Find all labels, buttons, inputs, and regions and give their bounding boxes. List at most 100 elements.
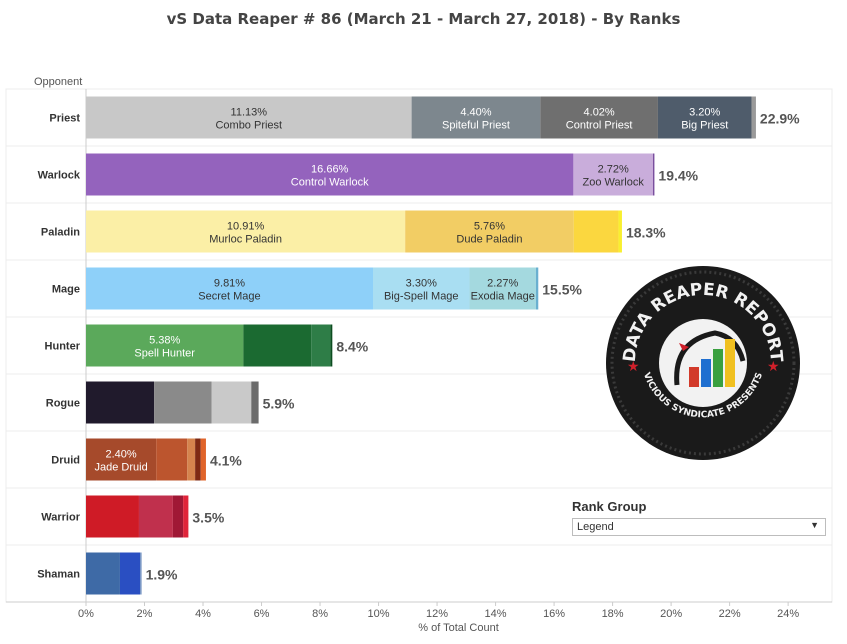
logo-star-right-icon: ★: [767, 358, 780, 374]
segment-value-label: 4.02%: [584, 107, 615, 119]
row-header: Opponent: [34, 76, 83, 88]
segment-archetype-label: Secret Mage: [198, 291, 260, 303]
bar-segment: [86, 438, 157, 481]
segment-value-label: 10.91%: [227, 221, 265, 233]
segment-archetype-label: Control Warlock: [291, 177, 369, 189]
bar-segment: [573, 153, 653, 196]
segment-archetype-label: Exodia Mage: [471, 291, 535, 303]
row-band: [5, 544, 833, 603]
x-tick-label: 4%: [195, 608, 211, 620]
category-label: Druid: [51, 455, 80, 467]
bar-segment: [86, 210, 406, 253]
segment-archetype-label: Combo Priest: [215, 120, 282, 132]
segment-archetype-label: Spiteful Priest: [442, 120, 510, 132]
segment-archetype-label: Big Priest: [681, 120, 728, 132]
bar-total-label: 1.9%: [146, 567, 178, 583]
bar-segment: [187, 438, 196, 481]
bar-segment: [86, 495, 139, 538]
segment-value-label: 3.30%: [406, 278, 437, 290]
category-label: Warrior: [41, 512, 80, 524]
segment-value-label: 4.40%: [460, 107, 491, 119]
bar-total-label: 19.4%: [658, 168, 698, 184]
category-label: Paladin: [41, 227, 80, 239]
x-tick-label: 6%: [254, 608, 270, 620]
bar-total-label: 3.5%: [192, 510, 224, 526]
bar-segment: [86, 324, 244, 367]
category-label: Rogue: [46, 398, 80, 410]
segment-value-label: 16.66%: [311, 164, 349, 176]
category-label: Hunter: [45, 341, 81, 353]
segment-archetype-label: Murloc Paladin: [209, 234, 282, 246]
bar-total-label: 4.1%: [210, 453, 242, 469]
bar-segment: [652, 153, 655, 196]
bar-segment: [211, 381, 252, 424]
bar-segment: [469, 267, 536, 310]
segment-value-label: 2.27%: [487, 278, 518, 290]
logo-bar-yellow: [725, 339, 735, 387]
bar-segment: [251, 381, 259, 424]
x-tick-label: 12%: [426, 608, 448, 620]
segment-value-label: 11.13%: [231, 107, 268, 119]
x-tick-label: 2%: [137, 608, 153, 620]
bar-segment: [86, 96, 412, 139]
bar-segment: [405, 210, 574, 253]
x-tick-label: 10%: [368, 608, 390, 620]
segment-value-label: 2.72%: [598, 164, 629, 176]
x-tick-label: 14%: [485, 608, 507, 620]
bar-segment: [86, 153, 574, 196]
segment-archetype-label: Jade Druid: [95, 462, 148, 474]
x-tick-label: 18%: [602, 608, 624, 620]
bar-segment: [138, 495, 173, 538]
logo-star-left-icon: ★: [627, 358, 640, 374]
bar-total-label: 18.3%: [626, 225, 666, 241]
segment-value-label: 2.40%: [106, 449, 137, 461]
data-reaper-report-logo: DATA REAPER REPORT VICIOUS SYNDICATE PRE…: [606, 266, 800, 460]
segment-archetype-label: Dude Paladin: [456, 234, 522, 246]
logo-bar-green: [713, 349, 723, 387]
chart-title: vS Data Reaper # 86 (March 21 - March 27…: [166, 10, 681, 28]
logo-scythe: [674, 330, 746, 386]
x-tick-label: 16%: [543, 608, 565, 620]
bar-segment: [573, 210, 619, 253]
logo-bar-red: [689, 367, 699, 387]
category-label: Shaman: [37, 569, 80, 581]
bar-segment: [86, 267, 373, 310]
bar-segment: [86, 381, 155, 424]
bar-segment: [540, 96, 658, 139]
segment-value-label: 5.76%: [474, 221, 505, 233]
bar-total-label: 5.9%: [263, 396, 295, 412]
segment-value-label: 3.20%: [689, 107, 720, 119]
x-axis-title: % of Total Count: [418, 622, 499, 634]
segment-value-label: 5.38%: [149, 335, 180, 347]
chevron-down-icon: ▼: [810, 520, 819, 530]
bar-segment: [751, 96, 756, 139]
segment-archetype-label: Spell Hunter: [134, 348, 195, 360]
bar-segment: [657, 96, 752, 139]
bar-segment: [86, 552, 120, 595]
segment-value-label: 9.81%: [214, 278, 245, 290]
bar-segment: [140, 552, 142, 595]
rank-group-selected: Legend: [577, 521, 614, 533]
rank-group-dropdown[interactable]: Legend ▼: [572, 518, 826, 536]
bar-segment: [243, 324, 312, 367]
bar-total-label: 8.4%: [336, 339, 368, 355]
bar-segment: [372, 267, 470, 310]
bar-segment: [200, 438, 206, 481]
bar-segment: [311, 324, 331, 367]
bar-segment: [330, 324, 333, 367]
x-tick-label: 0%: [78, 608, 94, 620]
bar-segment: [618, 210, 622, 253]
bar-segment: [411, 96, 541, 139]
logo-bar-blue: [701, 359, 711, 387]
rank-group-label: Rank Group: [572, 499, 647, 514]
bar-segment: [183, 495, 189, 538]
bar-total-label: 15.5%: [542, 282, 582, 298]
x-tick-label: 22%: [719, 608, 741, 620]
segment-archetype-label: Control Priest: [566, 120, 633, 132]
category-label: Mage: [52, 284, 80, 296]
x-tick-label: 24%: [777, 608, 799, 620]
segment-archetype-label: Big-Spell Mage: [384, 291, 459, 303]
bar-segment: [156, 438, 188, 481]
bar-segment: [535, 267, 539, 310]
